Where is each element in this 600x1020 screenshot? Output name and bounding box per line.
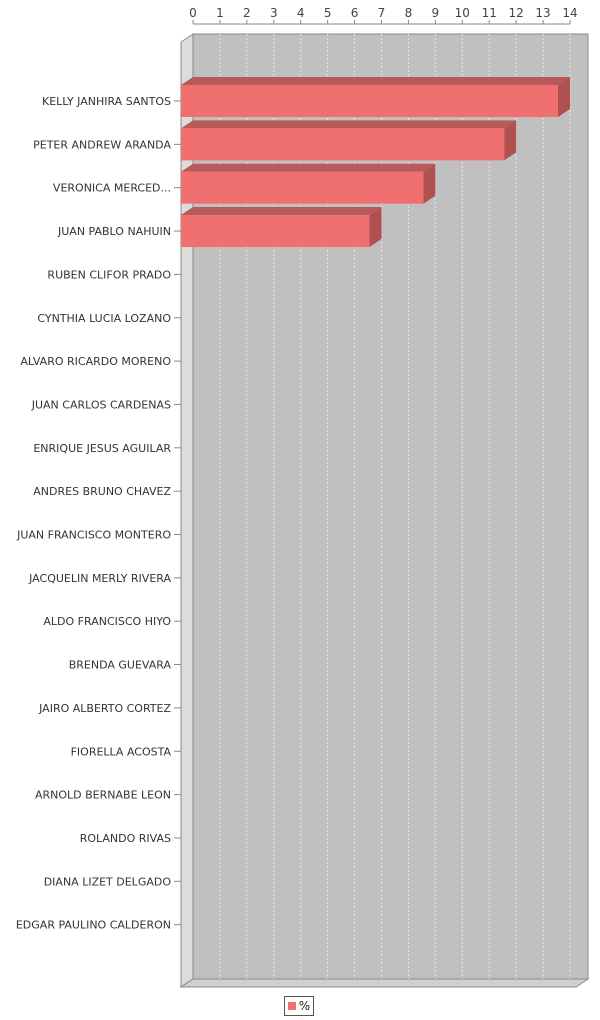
category-label: JUAN CARLOS CARDENAS <box>31 398 171 411</box>
x-tick-label: 10 <box>455 6 470 20</box>
category-label: CYNTHIA LUCIA LOZANO <box>37 312 171 325</box>
category-label: FIORELLA ACOSTA <box>71 745 172 758</box>
category-label: PETER ANDREW ARANDA <box>33 138 171 151</box>
legend: % <box>284 996 314 1016</box>
bar-top <box>181 77 570 85</box>
category-label: KELLY JANHIRA SANTOS <box>42 95 171 108</box>
x-tick-label: 11 <box>482 6 497 20</box>
x-tick-label: 3 <box>270 6 278 20</box>
category-label: BRENDA GUEVARA <box>69 659 172 672</box>
x-tick-label: 2 <box>243 6 251 20</box>
x-tick-label: 14 <box>562 6 577 20</box>
bar-side <box>423 163 436 204</box>
category-label: RUBEN CLIFOR PRADO <box>47 268 171 281</box>
bar-top <box>181 207 382 216</box>
x-tick-label: 0 <box>189 6 197 20</box>
y-axis: KELLY JANHIRA SANTOS PETER ANDREW ARANDA V… <box>16 95 181 932</box>
x-tick-label: 5 <box>324 6 332 20</box>
bar-top <box>181 163 436 172</box>
category-label: VERONICA MERCED... <box>53 182 171 195</box>
bars <box>181 77 570 248</box>
x-tick-label: 1 <box>216 6 224 20</box>
category-label: EDGAR PAULINO CALDERON <box>16 919 171 932</box>
bar-side <box>369 207 382 248</box>
x-axis: 0 1 2 3 4 5 6 7 8 9 10 11 12 13 14 <box>189 6 578 25</box>
category-label: ANDRES BRUNO CHAVEZ <box>33 485 171 498</box>
category-label: ALVARO RICARDO MORENO <box>20 355 171 368</box>
bar-side <box>504 120 517 161</box>
category-label: DIANA LIZET DELGADO <box>44 875 172 888</box>
category-label: JUAN FRANCISCO MONTERO <box>16 529 171 542</box>
legend-label: % <box>298 999 311 1013</box>
x-tick-label: 6 <box>351 6 359 20</box>
category-label: JACQUELIN MERLY RIVERA <box>28 572 171 585</box>
x-tick-label: 13 <box>535 6 550 20</box>
bar <box>181 85 558 117</box>
x-tick-label: 7 <box>378 6 386 20</box>
x-tick-label: 8 <box>405 6 413 20</box>
category-label: ROLANDO RIVAS <box>80 832 171 845</box>
bar <box>181 171 424 204</box>
bar-top <box>181 120 517 129</box>
bar-side <box>558 77 570 117</box>
category-label: JAIRO ALBERTO CORTEZ <box>38 702 171 715</box>
category-label: JUAN PABLO NAHUIN <box>57 225 171 238</box>
category-label: ARNOLD BERNABE LEON <box>35 789 171 802</box>
x-tick-label: 12 <box>509 6 524 20</box>
x-tick-label: 4 <box>297 6 305 20</box>
category-label: ALDO FRANCISCO HIYO <box>43 615 171 628</box>
category-label: ENRIQUE JESUS AGUILAR <box>33 442 171 455</box>
bar <box>181 215 370 248</box>
legend-swatch <box>287 1002 296 1010</box>
floor <box>179 978 590 988</box>
x-tick-label: 9 <box>432 6 440 20</box>
bar <box>181 128 505 161</box>
